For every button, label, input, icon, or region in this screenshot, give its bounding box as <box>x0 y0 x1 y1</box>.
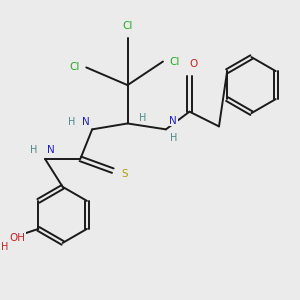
Text: Cl: Cl <box>122 21 133 31</box>
Text: Cl: Cl <box>169 56 180 67</box>
Text: N: N <box>82 117 90 127</box>
Text: Cl: Cl <box>69 62 80 72</box>
Text: O: O <box>190 59 198 70</box>
Text: H: H <box>1 242 8 252</box>
Text: OH: OH <box>10 233 26 243</box>
Text: S: S <box>121 169 128 178</box>
Text: N: N <box>47 145 55 155</box>
Text: H: H <box>139 112 146 123</box>
Text: N: N <box>169 116 177 125</box>
Text: H: H <box>29 145 37 155</box>
Text: H: H <box>68 117 75 127</box>
Text: H: H <box>169 133 177 143</box>
